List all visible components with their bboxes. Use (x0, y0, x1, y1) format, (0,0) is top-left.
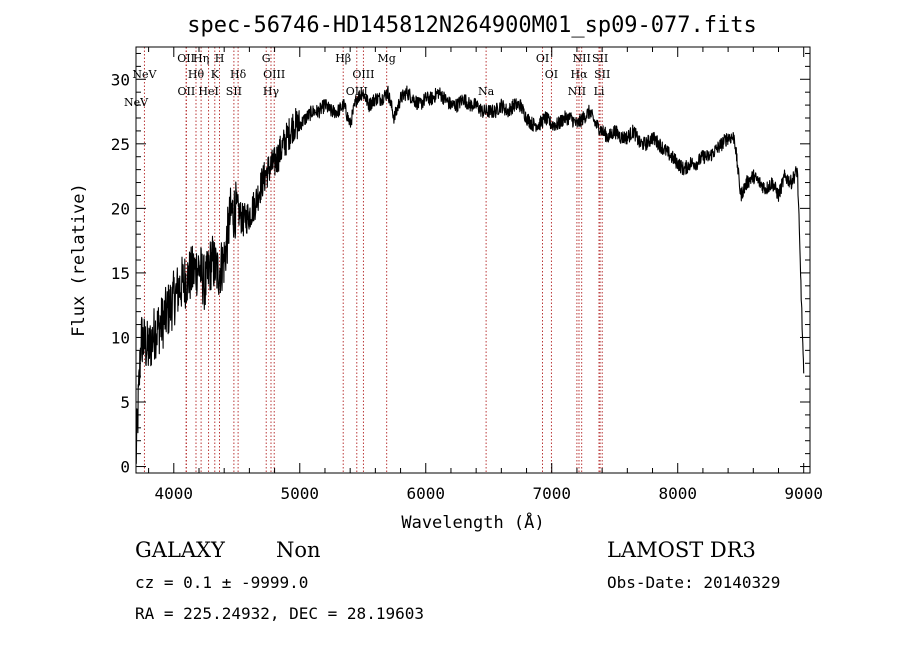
line-marker-label: NeV (132, 68, 157, 81)
line-marker-label: K (211, 68, 220, 81)
line-marker-label: NeV (124, 96, 149, 109)
line-marker-label: SII (226, 85, 242, 98)
redshift-cz: cz = 0.1 ± -9999.0 (135, 573, 309, 592)
y-tick-label: 10 (111, 328, 130, 347)
y-tick-label: 30 (111, 70, 130, 89)
y-tick-label: 20 (111, 199, 130, 218)
x-tick-label: 5000 (281, 484, 320, 503)
coordinates: RA = 225.24932, DEC = 28.19603 (135, 604, 424, 623)
line-marker-label: OII (178, 85, 196, 98)
y-tick-label: 5 (120, 393, 130, 412)
line-marker-label: Na (478, 85, 495, 98)
line-marker-label: SII (592, 52, 608, 65)
x-tick-label: 8000 (658, 484, 697, 503)
x-tick-label: 4000 (155, 484, 194, 503)
x-axis-label: Wavelength (Å) (401, 511, 544, 533)
y-tick-label: 0 (120, 458, 130, 477)
line-marker-label: Hδ (230, 68, 247, 81)
line-marker-label: Mg (378, 52, 396, 65)
line-marker-label: HeI (198, 85, 218, 98)
observation-date: Obs-Date: 20140329 (607, 573, 781, 592)
line-marker-label: OIII (352, 68, 374, 81)
line-marker-label: Hη (193, 52, 209, 65)
object-class: GALAXY (135, 538, 225, 562)
x-tick-label: 6000 (406, 484, 445, 503)
spectrum-line (136, 85, 805, 465)
y-axis-label: Flux (relative) (69, 183, 89, 337)
line-marker-label: OI (536, 52, 549, 65)
chart-title: spec-56746-HD145812N264900M01_sp09-077.f… (187, 13, 757, 38)
line-marker-label: NII (568, 85, 586, 98)
survey-name: LAMOST DR3 (607, 538, 756, 562)
line-marker-label: Hα (570, 68, 588, 81)
line-marker-label: Li (594, 85, 605, 98)
line-marker-label: Hθ (188, 68, 205, 81)
y-tick-label: 25 (111, 135, 130, 154)
line-marker-label: OII (177, 52, 195, 65)
plot-frame (135, 46, 811, 474)
line-marker-label: Hβ (335, 52, 351, 65)
line-marker-label: SII (594, 68, 610, 81)
y-tick-label: 15 (111, 264, 130, 283)
x-tick-label: 7000 (532, 484, 571, 503)
line-marker-label: OIII (263, 68, 285, 81)
object-subclass: Non (276, 538, 321, 562)
line-marker-label: H (215, 52, 225, 65)
line-marker-label: OI (545, 68, 558, 81)
x-axis: 4000 5000 6000 7000 8000 9000 (148, 47, 823, 503)
line-marker-label: G (262, 52, 271, 65)
line-marker-label: NII (573, 52, 591, 65)
y-axis: 0 5 10 15 20 25 30 (111, 52, 810, 477)
x-tick-label: 9000 (784, 484, 823, 503)
line-marker-label: Hγ (263, 85, 280, 98)
